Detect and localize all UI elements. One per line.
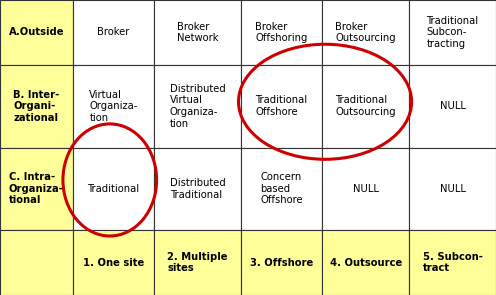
Text: A.Outside: A.Outside	[8, 27, 64, 37]
Bar	[322, 230, 409, 295]
Bar	[0, 0, 73, 65]
Text: 5. Subcon-
tract: 5. Subcon- tract	[423, 252, 483, 273]
Text: NULL: NULL	[353, 184, 378, 194]
Bar	[241, 0, 322, 65]
Text: 1. One site: 1. One site	[83, 258, 144, 268]
Bar	[0, 65, 73, 148]
Text: Broker
Offshoring: Broker Offshoring	[255, 22, 308, 43]
Bar	[409, 230, 496, 295]
Bar	[322, 0, 409, 65]
Text: 2. Multiple
sites: 2. Multiple sites	[167, 252, 228, 273]
Bar	[241, 148, 322, 230]
Bar	[0, 148, 73, 230]
Bar	[0, 230, 73, 295]
Text: Distributed
Traditional: Distributed Traditional	[170, 178, 226, 200]
Bar	[73, 0, 154, 65]
Text: Distributed
Virtual
Organiza-
tion: Distributed Virtual Organiza- tion	[170, 84, 226, 129]
Bar	[73, 148, 154, 230]
Bar	[241, 65, 322, 148]
Text: Broker: Broker	[97, 27, 129, 37]
Text: Virtual
Organiza-
tion: Virtual Organiza- tion	[89, 90, 138, 123]
Text: Broker
Outsourcing: Broker Outsourcing	[335, 22, 396, 43]
Text: Broker
Network: Broker Network	[177, 22, 218, 43]
Text: Traditional
Outsourcing: Traditional Outsourcing	[335, 95, 396, 117]
Text: NULL: NULL	[439, 184, 466, 194]
Bar	[322, 148, 409, 230]
Text: 4. Outsource: 4. Outsource	[329, 258, 402, 268]
Text: 3. Offshore: 3. Offshore	[250, 258, 313, 268]
Bar	[154, 65, 241, 148]
Bar	[322, 65, 409, 148]
Text: Traditional
Subcon-
tracting: Traditional Subcon- tracting	[427, 16, 479, 49]
Bar	[409, 65, 496, 148]
Bar	[73, 230, 154, 295]
Text: Traditional: Traditional	[87, 184, 139, 194]
Bar	[154, 230, 241, 295]
Bar	[73, 65, 154, 148]
Text: Traditional
Offshore: Traditional Offshore	[255, 95, 308, 117]
Text: B. Inter-
Organi-
zational: B. Inter- Organi- zational	[13, 90, 60, 123]
Text: Concern
based
Offshore: Concern based Offshore	[260, 172, 303, 205]
Bar	[154, 148, 241, 230]
Bar	[241, 230, 322, 295]
Bar	[409, 148, 496, 230]
Text: C. Intra-
Organiza-
tional: C. Intra- Organiza- tional	[9, 172, 64, 205]
Bar	[154, 0, 241, 65]
Text: NULL: NULL	[439, 101, 466, 111]
Bar	[409, 0, 496, 65]
